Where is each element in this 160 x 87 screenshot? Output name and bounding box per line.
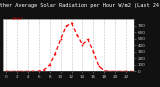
Text: Milwaukee Weather Average Solar Radiation per Hour W/m2 (Last 24 Hours): Milwaukee Weather Average Solar Radiatio… (0, 3, 160, 8)
Text: -- W/m²: -- W/m² (5, 17, 23, 21)
